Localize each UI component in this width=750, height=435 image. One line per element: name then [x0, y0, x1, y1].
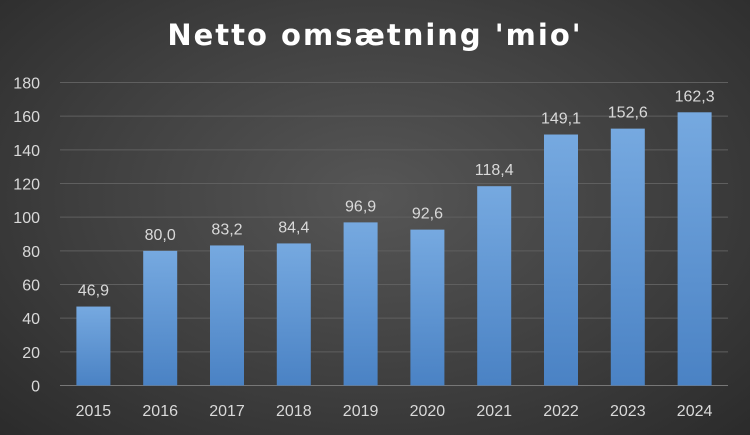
bar-2021: [477, 186, 512, 386]
x-tick-label: 2020: [410, 403, 446, 420]
data-label-2018: 84,4: [278, 219, 309, 236]
data-label-2017: 83,2: [211, 221, 242, 238]
y-tick-label: 140: [13, 143, 40, 160]
bar-2020: [410, 229, 445, 386]
bar-2015: [76, 306, 111, 386]
data-label-2022: 149,1: [541, 111, 581, 128]
x-tick-label: 2016: [142, 403, 178, 420]
data-label-2020: 92,6: [412, 206, 443, 223]
data-label-2024: 162,3: [675, 88, 715, 105]
data-label-2021: 118,4: [475, 162, 514, 179]
data-labels: 46,9 80,0 83,2 84,4 96,9 92,6 118,4 149,1 152,6 1…: [78, 88, 715, 299]
data-label-2015: 46,9: [78, 283, 109, 300]
y-tick-label: 80: [22, 244, 40, 261]
x-tick-label: 2019: [343, 403, 379, 420]
x-tick-label: 2021: [476, 403, 512, 420]
data-label-2019: 96,9: [345, 198, 376, 215]
chart-title: Netto omsætning 'mio': [167, 18, 583, 52]
x-tick-label: 2023: [610, 403, 646, 420]
bar-2017: [210, 245, 244, 386]
x-tick-label: 2024: [677, 403, 713, 420]
y-tick-label: 160: [13, 109, 40, 126]
y-tick-label: 120: [13, 177, 40, 194]
y-tick-label: 0: [31, 379, 40, 396]
bar-2024: [677, 112, 712, 386]
y-tick-label: 20: [22, 345, 40, 362]
x-tick-label: 2015: [76, 403, 112, 420]
bar-2019: [343, 222, 378, 386]
data-label-2016: 80,0: [145, 227, 176, 244]
bar-2016: [143, 250, 178, 386]
y-axis: 0 20 40 60 80 100 120 140 160 180: [13, 76, 40, 396]
x-tick-label: 2022: [543, 403, 579, 420]
bars: [76, 112, 712, 386]
y-tick-label: 100: [13, 210, 40, 227]
bar-2023: [610, 128, 645, 386]
data-label-2023: 152,6: [608, 105, 648, 122]
x-tick-label: 2017: [209, 403, 245, 420]
y-tick-label: 60: [22, 278, 40, 295]
x-axis: 2015 2016 2017 2018 2019 2020 2021 2022 2023 2024: [76, 403, 713, 420]
y-tick-label: 40: [22, 311, 40, 328]
y-tick-label: 180: [13, 76, 40, 93]
x-tick-label: 2018: [276, 403, 312, 420]
bar-2018: [276, 243, 311, 386]
bar-2022: [544, 134, 578, 386]
